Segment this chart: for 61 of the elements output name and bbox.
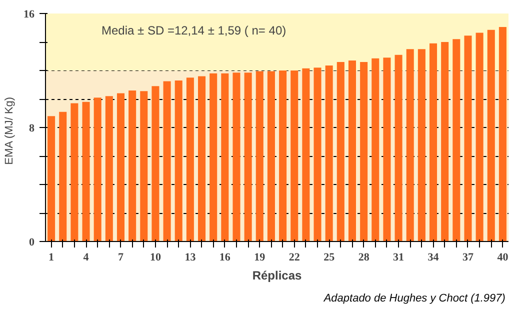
bar	[105, 96, 113, 242]
bar	[232, 72, 240, 242]
x-tick-label: 19	[254, 252, 266, 264]
x-tick-label: 10	[150, 252, 162, 264]
bar	[59, 112, 67, 242]
annotation: Media ± SD =12,14 ± 1,59 ( n= 40)	[102, 24, 286, 38]
bar	[290, 70, 298, 242]
bar	[256, 71, 264, 242]
bar	[348, 60, 356, 242]
x-tick-label: 1	[48, 252, 54, 264]
bar	[394, 54, 402, 242]
bar	[186, 78, 194, 242]
y-tick-label: 0	[29, 236, 35, 248]
bar	[221, 73, 229, 242]
text: Adaptado de Hughes y Choct (1.997)	[322, 292, 506, 304]
bar	[82, 102, 90, 242]
bar	[152, 86, 160, 242]
bar	[210, 73, 218, 242]
x-tick-label: 37	[462, 252, 474, 264]
bar	[383, 58, 391, 242]
bar	[302, 68, 310, 242]
bar	[441, 42, 449, 242]
x-tick-label: 7	[118, 252, 124, 264]
bar	[94, 98, 102, 242]
bar	[140, 91, 148, 242]
x-tick-label: 28	[358, 252, 370, 264]
bar	[314, 68, 322, 242]
bar	[163, 81, 171, 242]
bar	[476, 32, 484, 242]
bar	[464, 36, 472, 242]
bar	[430, 43, 438, 242]
bar	[116, 93, 124, 242]
bar	[48, 116, 56, 242]
bar	[325, 66, 333, 242]
bar	[487, 30, 495, 242]
bar	[360, 62, 368, 242]
bar	[244, 72, 252, 242]
bar	[498, 27, 506, 242]
bar	[198, 76, 206, 242]
bar	[372, 58, 380, 242]
bar	[406, 49, 414, 242]
y-axis-title: EMA (MJ/ Kg)	[4, 96, 16, 165]
x-tick-label: 31	[393, 252, 404, 264]
x-tick-label: 16	[219, 252, 231, 264]
bar	[174, 80, 182, 242]
y-tick-label: 16	[24, 8, 35, 20]
x-tick-label: 34	[428, 252, 440, 264]
bar	[336, 62, 344, 242]
x-axis-title: Réplicas	[252, 268, 302, 282]
x-tick-label: 13	[184, 252, 196, 264]
x-tick-label: 40	[497, 252, 509, 264]
bar	[267, 71, 275, 242]
bar	[70, 103, 78, 242]
bar	[452, 39, 460, 242]
y-tick-label: 8	[29, 122, 35, 134]
x-tick-label: 22	[288, 252, 300, 264]
bar	[128, 90, 136, 242]
bar	[279, 70, 287, 242]
x-tick-label: 4	[83, 252, 90, 264]
bar	[418, 49, 426, 242]
x-tick-label: 25	[324, 252, 336, 264]
